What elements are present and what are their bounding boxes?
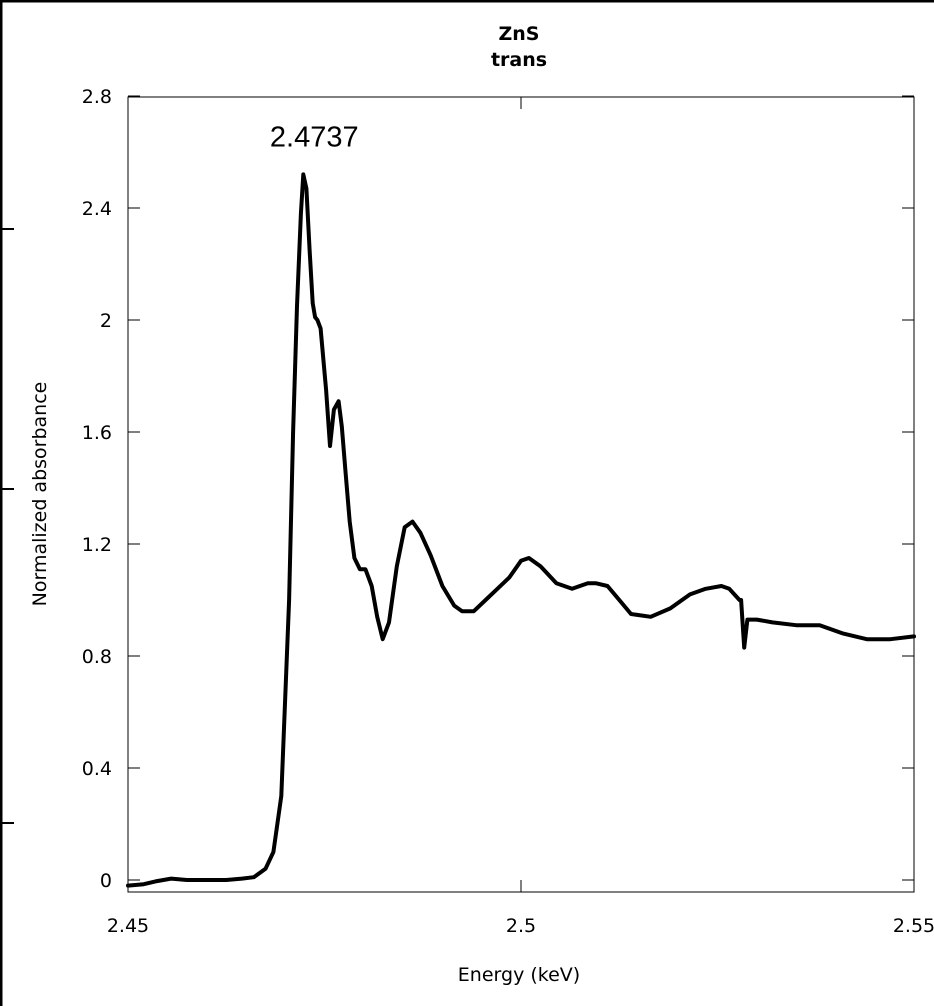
- chart-subtitle: trans: [491, 49, 547, 71]
- y-tick-label: 0: [100, 870, 112, 892]
- chart-title: ZnS: [499, 23, 540, 45]
- y-tick-label: 2.4: [82, 198, 112, 220]
- x-tick-label: 2.5: [506, 915, 536, 937]
- peak-annotation: 2.4737: [270, 121, 359, 153]
- y-axis-label: Normalized absorbance: [29, 382, 51, 607]
- y-tick-label: 1.6: [82, 422, 112, 444]
- x-tick-label: 2.45: [107, 915, 149, 937]
- axis-ticks: [127, 95, 915, 892]
- y-tick-label: 2.8: [82, 86, 112, 108]
- series-line: [126, 172, 916, 888]
- y-tick-label: 0.4: [82, 758, 112, 780]
- y-tick-label: 1.2: [82, 534, 112, 556]
- x-axis-label: Energy (keV): [458, 964, 580, 986]
- tick-labels: 0 0.4 0.8 1.2 1.6 2 2.4 2.8 2.45 2.5 2.55: [82, 86, 934, 937]
- x-tick-label: 2.55: [893, 915, 934, 937]
- y-tick-label: 0.8: [82, 646, 112, 668]
- y-tick-label: 2: [100, 310, 112, 332]
- plot-area: [127, 96, 915, 893]
